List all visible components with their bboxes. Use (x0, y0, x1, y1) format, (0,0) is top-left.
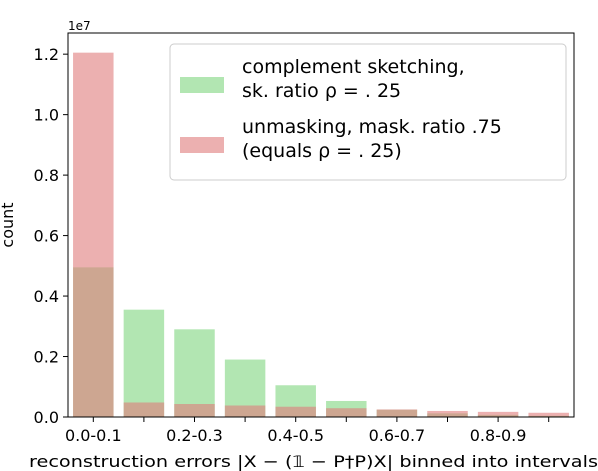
bar-series2-0.7-0.8 (427, 410, 468, 417)
bars-layer (73, 52, 569, 418)
legend-label-series2: unmasking, mask. ratio .75 (242, 116, 502, 138)
y-tick-label: 0.0 (34, 408, 59, 427)
y-axis: 0.0 0.2 0.4 0.6 0.8 1.0 1.2 (34, 45, 68, 427)
bar-series2-0.0-0.1 (73, 52, 114, 418)
legend-label-series1: complement sketching, (242, 56, 465, 78)
y-axis-title: count (0, 202, 17, 247)
y-tick-label: 0.4 (34, 287, 59, 306)
plot-frame (67, 32, 575, 418)
bar-series2-0.8-0.9 (477, 411, 519, 417)
y-tick-label: 0.2 (34, 348, 59, 367)
y-tick-label: 1.0 (34, 106, 59, 125)
legend: complement sketching,sk. ratio ρ = . 25 u… (169, 43, 567, 181)
y-tick-label: 1.2 (34, 45, 59, 64)
x-axis: 0.0-0.1 0.2-0.3 0.4-0.5 0.6-0.7 0.8-0.9 (65, 417, 550, 445)
bar-series2-0.2-0.3 (174, 403, 215, 417)
bar-series2-0.5-0.6 (326, 408, 367, 417)
x-tick-label: 0.2-0.3 (166, 426, 223, 445)
bar-series2-0.4-0.5 (275, 406, 316, 417)
legend-box (169, 43, 567, 181)
legend-label-series2: (equals ρ = . 25) (242, 140, 402, 162)
x-tick-label: 0.6-0.7 (369, 426, 426, 445)
bar-series1-0.1-0.2 (123, 309, 165, 417)
x-axis-title: reconstruction errors |X − (𝟙 − P†P)X| b… (29, 452, 598, 471)
legend-label-series1: sk. ratio ρ = . 25 (242, 80, 401, 102)
x-tick-label: 0.8-0.9 (470, 426, 527, 445)
bar-series2-0.6-0.7 (376, 409, 418, 417)
bar-series2-0.1-0.2 (123, 402, 165, 417)
legend-swatch-series2 (180, 137, 224, 153)
x-tick-label: 0.0-0.1 (65, 426, 122, 445)
y-axis-offset-label: 1e7 (68, 19, 91, 33)
x-tick-label: 0.4-0.5 (267, 426, 324, 445)
bar-series1-0.2-0.3 (174, 329, 215, 417)
bar-series2-0.3-0.4 (224, 405, 266, 417)
bar-series2-0.9-1.0 (528, 412, 569, 417)
legend-swatch-series1 (180, 77, 224, 93)
y-tick-label: 0.8 (34, 166, 59, 185)
y-tick-label: 0.6 (34, 227, 59, 246)
